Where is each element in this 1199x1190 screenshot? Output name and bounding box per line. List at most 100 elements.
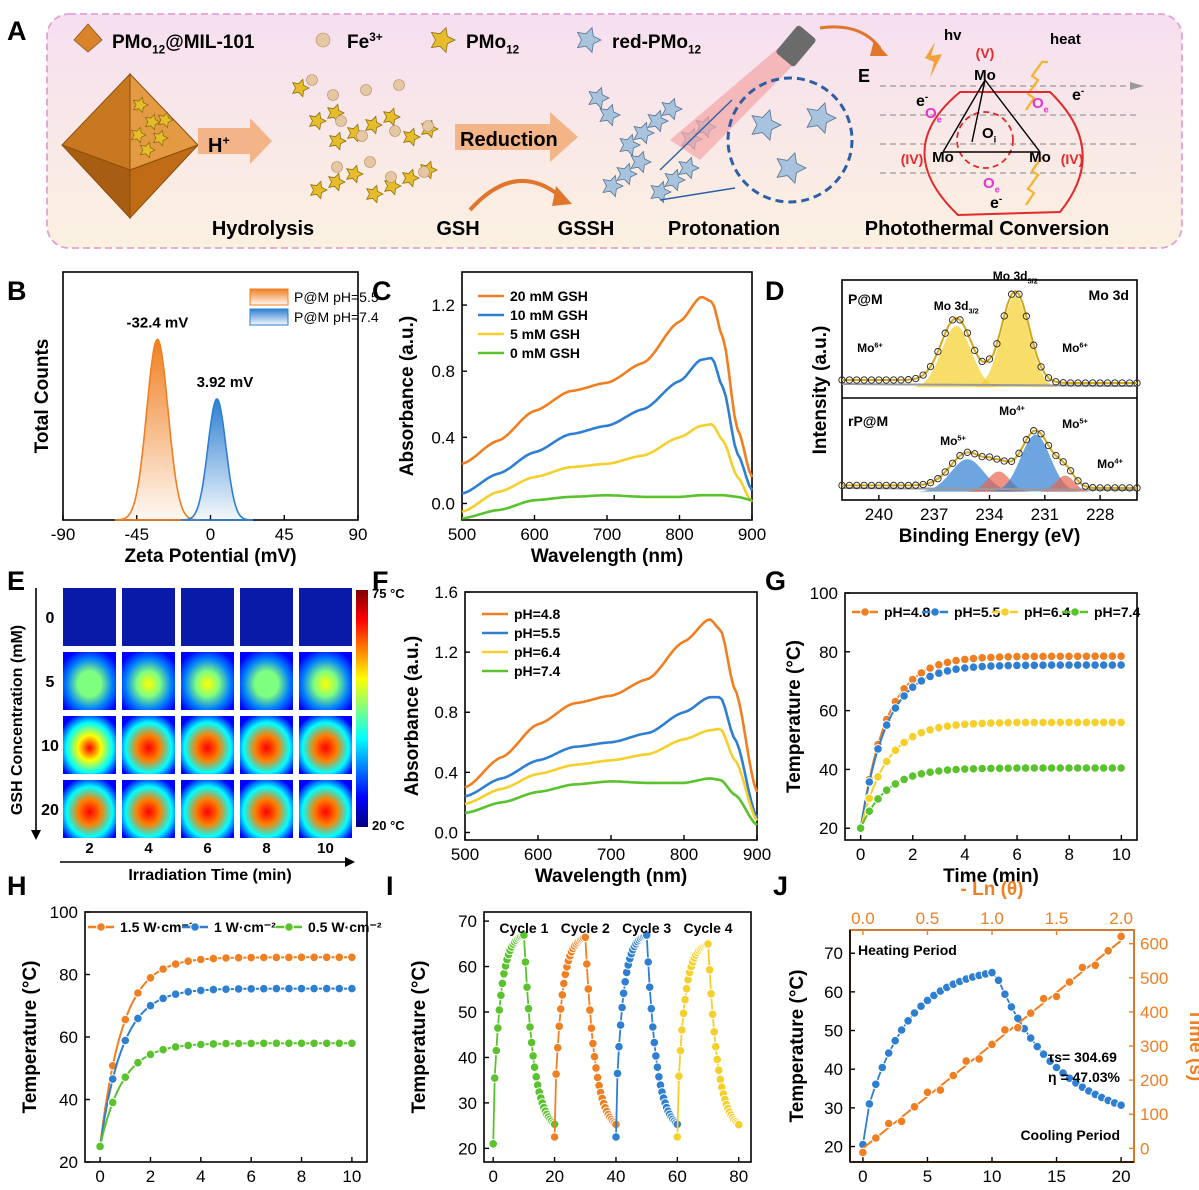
series-line [464, 618, 759, 793]
data-point [347, 1038, 357, 1049]
panel-letter-c: C [372, 276, 392, 306]
panel-letter-b: B [7, 276, 27, 306]
data-point [904, 376, 913, 384]
data-point [672, 1132, 683, 1142]
legend-swatch [249, 288, 289, 306]
heatmap-cell [63, 780, 116, 838]
y2-tick-label: 100 [1140, 1105, 1168, 1124]
data-point [890, 703, 901, 713]
y-tick-label: 40 [819, 760, 838, 779]
data-point [1098, 660, 1109, 670]
data-point [196, 954, 206, 965]
sphere-icon [393, 79, 405, 91]
data-point [183, 987, 193, 997]
label-part: Mo [1062, 341, 1079, 355]
data-point [987, 967, 997, 978]
data-point [611, 1132, 621, 1142]
data-point [960, 654, 970, 665]
fit-point [1038, 993, 1049, 1004]
data-point [948, 316, 957, 324]
label-part: O [982, 125, 994, 142]
x2-tick-label: 1.0 [980, 909, 1004, 928]
data-point [120, 1035, 131, 1046]
arrow-head [31, 830, 41, 840]
data-point [585, 1005, 595, 1015]
x-tick-label: 90 [349, 525, 368, 544]
y-axis-label: Total Counts [32, 339, 53, 454]
data-point [867, 376, 876, 384]
x-tick-label: 234 [975, 505, 1003, 524]
data-point [845, 481, 854, 490]
data-point [934, 722, 944, 733]
data-point [583, 984, 594, 994]
cluster-blue-icon [602, 174, 624, 198]
label-part: Mo [999, 404, 1016, 418]
heatmap-cell [240, 780, 293, 838]
legend-label: pH=5.5 [514, 625, 561, 641]
data-point [1044, 441, 1053, 450]
data-point [1081, 717, 1092, 728]
x-tick-label: 4 [196, 1167, 205, 1186]
data-point [1015, 290, 1023, 298]
data-point [1046, 763, 1057, 773]
data-point [158, 993, 168, 1004]
data-point [1090, 763, 1100, 773]
data-point [526, 1037, 537, 1048]
data-point [1081, 482, 1090, 490]
annotation: τs= 304.69 [1048, 1049, 1117, 1065]
data-point [531, 1072, 542, 1082]
data-point [855, 823, 866, 834]
data-point [557, 990, 568, 1000]
data-point [941, 329, 949, 337]
data-point [617, 1002, 627, 1013]
y-axis-label: Intensity (a.u.) [810, 326, 831, 455]
data-point [522, 982, 532, 993]
data-point [907, 682, 918, 693]
data-point [1046, 660, 1057, 670]
data-point [1055, 660, 1066, 670]
data-point [951, 664, 961, 675]
data-point [1029, 651, 1040, 662]
data-point [499, 969, 509, 979]
y-tick-label: 60 [458, 958, 477, 977]
cluster-gold-icon [139, 141, 156, 159]
heatmap-cell [122, 588, 175, 646]
data-point [233, 984, 244, 994]
data-point [1030, 427, 1038, 435]
data-point [494, 1005, 505, 1015]
data-point [971, 450, 979, 458]
data-point [907, 771, 918, 781]
mo-atom: Mo [974, 67, 996, 84]
legend-0: PMo12@MIL-101 [112, 32, 255, 57]
panel-g: 0 2 4 6 8 10 20 40 60 80 100 Time (min) Temperature … [784, 584, 1141, 887]
legend-1: Fe3+ [347, 31, 383, 53]
x2-tick-label: 0.0 [851, 909, 875, 928]
label-part: e [995, 185, 1000, 195]
data-point [890, 779, 901, 789]
data-point [1052, 378, 1060, 386]
data-point [196, 985, 206, 996]
data-point [922, 995, 933, 1006]
data-point [875, 481, 883, 490]
label-part: Mo 3d [993, 269, 1028, 283]
data-point [899, 774, 909, 785]
y-tick-label: 1.6 [434, 583, 458, 602]
y-tick-label: 0.8 [431, 362, 455, 381]
x-tick-label: -45 [124, 525, 149, 544]
cluster-blue-icon [751, 108, 782, 142]
label-part: 5+ [957, 433, 966, 442]
panel-letter-i: I [386, 871, 394, 901]
series-line [859, 767, 1122, 829]
data-point [1044, 374, 1053, 382]
data-point [519, 930, 529, 940]
x-tick-label: 2 [146, 1167, 155, 1186]
data-point [1064, 660, 1074, 670]
y-tick-label: 60 [819, 702, 838, 721]
data-point [1072, 660, 1083, 670]
x-tick-label: 0 [856, 845, 865, 864]
heatmap-cell [63, 588, 116, 646]
data-point [555, 1004, 566, 1014]
heat-wave [1025, 60, 1048, 111]
data-point [926, 362, 935, 371]
